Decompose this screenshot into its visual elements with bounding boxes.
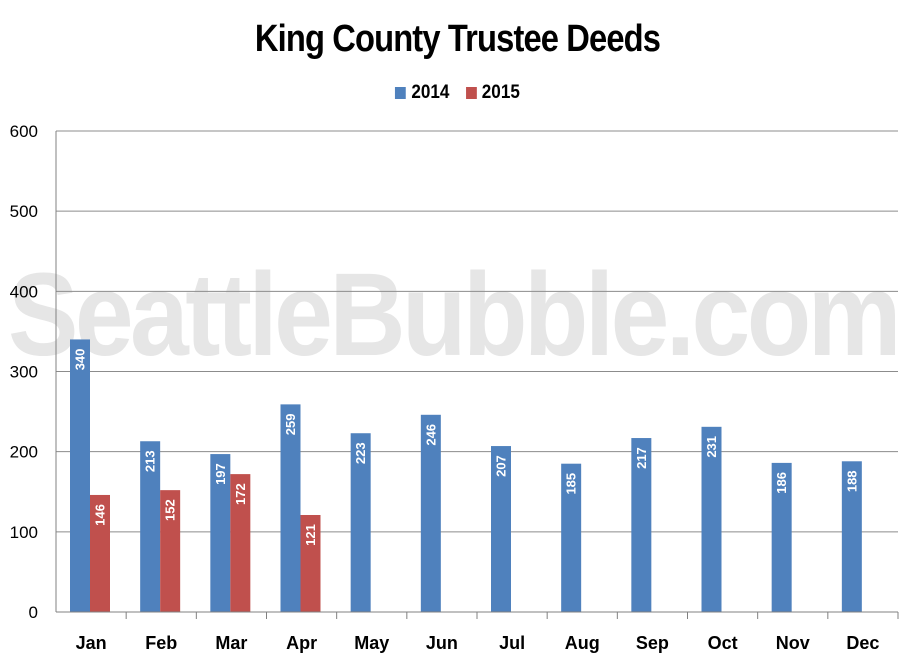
gridlines [56, 130, 898, 533]
bar-2014-jan [70, 339, 90, 612]
bar-2015-mar [230, 474, 251, 612]
legend-swatch-2014 [395, 87, 406, 99]
bar-2014-sep [631, 438, 652, 612]
x-tick-label-sep: Sep [636, 633, 669, 653]
data-label-2015-jan: 146 [93, 504, 108, 526]
bar-2014-jul [491, 446, 511, 612]
x-tick-label-jan: Jan [76, 633, 107, 653]
y-tick-label: 300 [10, 363, 38, 382]
data-label-2014-sep: 217 [634, 447, 649, 469]
data-label-2014-may: 223 [353, 442, 368, 464]
x-tick-label-aug: Aug [565, 633, 600, 653]
bar-2014-oct [701, 426, 722, 612]
bar-2014-dec [841, 461, 862, 612]
data-label-2014-oct: 231 [704, 436, 719, 458]
y-tick-label: 0 [29, 603, 38, 622]
data-label-2014-aug: 185 [564, 473, 579, 495]
data-label-2014-jul: 207 [494, 455, 509, 477]
y-tick-label: 500 [10, 202, 38, 221]
bar-2014-jun [420, 414, 441, 612]
data-label-2015-feb: 152 [163, 499, 178, 521]
data-label-2014-feb: 213 [143, 450, 158, 472]
legend-label-2014: 2014 [411, 82, 450, 103]
bar-2015-jan [90, 494, 110, 612]
bar-2015-feb [160, 490, 181, 612]
x-tick-label-nov: Nov [776, 633, 810, 653]
data-label-2015-apr: 121 [303, 524, 318, 546]
x-tick-label-feb: Feb [145, 633, 177, 653]
bar-2014-feb [140, 441, 161, 612]
bars: 340 146 213 152 197 172 259 121 223 246 207 185 217 2… [70, 339, 862, 612]
y-tick-label: 200 [10, 443, 38, 462]
data-label-2014-dec: 188 [844, 470, 859, 492]
x-tick-label-apr: Apr [286, 633, 317, 653]
y-tick-label: 400 [10, 282, 38, 301]
x-tick-label-jul: Jul [499, 633, 525, 653]
legend-item-2014: 2014 [395, 82, 449, 104]
bar-2014-aug [561, 463, 582, 612]
legend: 2014 2015 [46, 82, 870, 104]
y-tick-label: 600 [10, 122, 38, 141]
bar-2014-may [350, 433, 371, 612]
x-tick-label-jun: Jun [426, 633, 458, 653]
axes: 0 100 200 300 400 500 600 Jan Feb Mar Apr May Jun Jul… [10, 122, 899, 653]
data-label-2014-mar: 197 [213, 463, 228, 485]
chart-title: King County Trustee Deeds [254, 18, 661, 60]
bar-2014-mar [210, 454, 231, 612]
data-label-2014-jan: 340 [73, 349, 88, 371]
x-tick-label-dec: Dec [846, 633, 879, 653]
y-tick-label: 100 [10, 523, 38, 542]
x-tick-label-may: May [354, 633, 389, 653]
bar-2014-nov [771, 462, 792, 612]
x-tick-label-mar: Mar [215, 633, 247, 653]
legend-item-2015: 2015 [465, 82, 520, 104]
watermark: SeattleBubble.com [8, 249, 898, 381]
data-label-2015-mar: 172 [233, 483, 248, 505]
legend-label-2015: 2015 [481, 82, 520, 103]
bar-2015-apr [300, 514, 321, 612]
data-label-2014-jun: 246 [423, 424, 438, 446]
data-label-2014-apr: 259 [283, 414, 298, 436]
legend-swatch-2015 [465, 87, 477, 99]
bar-2014-apr [280, 404, 301, 612]
data-label-2014-nov: 186 [774, 472, 789, 494]
x-tick-label-oct: Oct [708, 633, 738, 653]
